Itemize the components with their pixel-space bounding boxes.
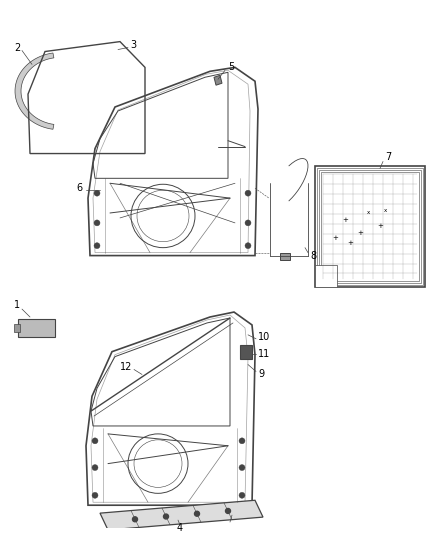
Text: 4: 4 (177, 523, 183, 533)
Polygon shape (240, 345, 252, 359)
Text: 11: 11 (258, 349, 270, 359)
Polygon shape (14, 324, 20, 332)
Text: +: + (342, 217, 348, 223)
Polygon shape (18, 319, 55, 337)
Text: +: + (357, 230, 363, 236)
Circle shape (239, 465, 245, 471)
Text: x: x (383, 207, 387, 213)
Text: 10: 10 (258, 332, 270, 342)
Circle shape (94, 220, 100, 226)
Circle shape (239, 438, 245, 444)
Circle shape (133, 517, 138, 522)
Text: 2: 2 (14, 43, 20, 53)
Text: 3: 3 (130, 39, 136, 50)
Circle shape (194, 511, 199, 516)
Circle shape (245, 243, 251, 249)
Circle shape (92, 438, 98, 444)
Text: x: x (366, 211, 370, 215)
Circle shape (94, 190, 100, 196)
Text: 1: 1 (14, 300, 20, 310)
Circle shape (94, 243, 100, 249)
Polygon shape (214, 75, 222, 85)
Text: +: + (347, 240, 353, 246)
Polygon shape (15, 53, 54, 130)
Text: +: + (377, 223, 383, 229)
Circle shape (226, 508, 230, 513)
Polygon shape (100, 500, 263, 530)
Circle shape (92, 465, 98, 471)
Text: 5: 5 (228, 62, 234, 72)
Circle shape (245, 220, 251, 226)
Circle shape (239, 492, 245, 498)
Polygon shape (280, 253, 290, 260)
Polygon shape (315, 265, 337, 287)
Text: 12: 12 (120, 361, 132, 372)
Text: 6: 6 (76, 183, 82, 193)
Circle shape (163, 514, 169, 519)
Text: 7: 7 (385, 151, 391, 161)
Text: 8: 8 (310, 251, 316, 261)
Text: 9: 9 (258, 369, 264, 379)
Circle shape (245, 190, 251, 196)
Text: +: + (332, 235, 338, 241)
Circle shape (92, 492, 98, 498)
